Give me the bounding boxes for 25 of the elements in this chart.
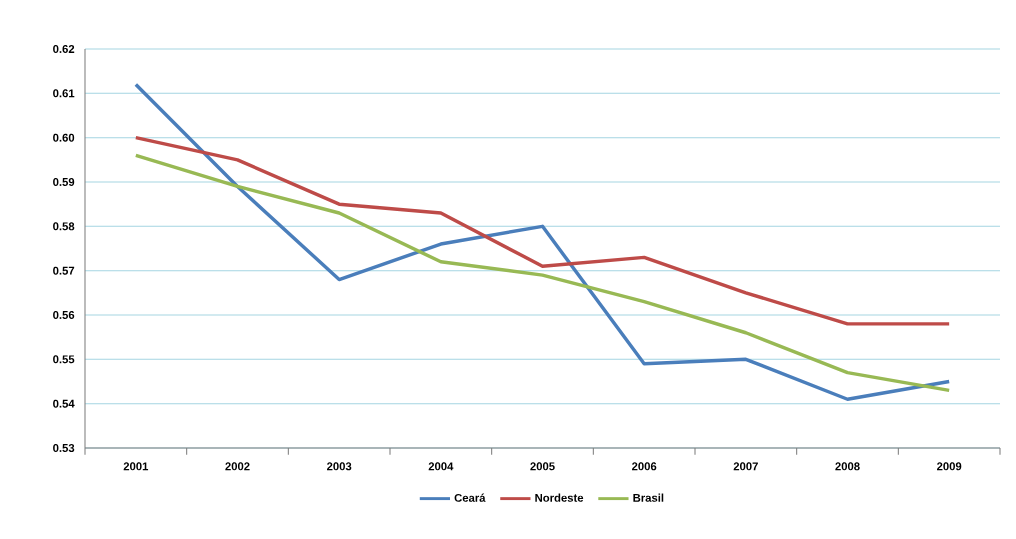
legend-label: Brasil bbox=[633, 493, 664, 502]
x-tick-label: 2001 bbox=[123, 462, 149, 471]
x-tick-label: 2002 bbox=[225, 462, 250, 471]
x-tick-label: 2004 bbox=[428, 462, 454, 471]
line-series bbox=[134, 135, 951, 326]
line-series bbox=[134, 82, 951, 401]
y-tick-label: 0.57 bbox=[53, 266, 75, 275]
y-tick-label: 0.62 bbox=[53, 45, 75, 53]
legend-label: Ceará bbox=[454, 493, 486, 502]
x-tick-label: 2009 bbox=[937, 462, 962, 471]
x-tick-label: 2008 bbox=[835, 462, 860, 471]
y-tick-label: 0.61 bbox=[53, 89, 75, 98]
x-tick-label: 2006 bbox=[632, 462, 657, 471]
legend-label: Nordeste bbox=[535, 493, 584, 502]
y-tick-label: 0.60 bbox=[53, 133, 75, 142]
y-tick-label: 0.59 bbox=[53, 178, 75, 186]
y-tick-label: 0.58 bbox=[53, 222, 75, 231]
x-tick-label: 2003 bbox=[327, 462, 352, 471]
line-series bbox=[134, 153, 951, 393]
y-tick-label: 0.56 bbox=[53, 311, 75, 319]
y-tick-label: 0.55 bbox=[53, 355, 75, 364]
x-tick-label: 2005 bbox=[530, 462, 555, 471]
x-tick-label: 2007 bbox=[733, 462, 758, 471]
y-tick-label: 0.53 bbox=[53, 444, 75, 452]
y-tick-label: 0.54 bbox=[53, 399, 75, 408]
